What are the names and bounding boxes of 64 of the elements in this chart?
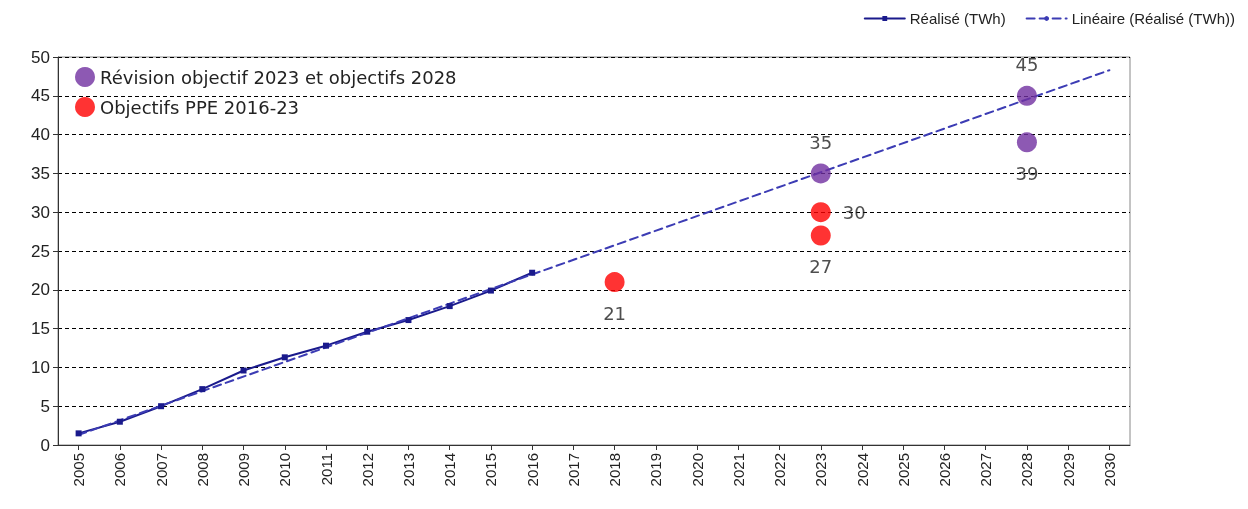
point: [281, 354, 288, 361]
x-tick-label: 2022: [771, 453, 789, 487]
x-tick-label: 2017: [564, 453, 582, 487]
point: [810, 163, 831, 184]
x-tick-label: 2008: [193, 453, 211, 487]
x-tick-label: 2007: [152, 453, 170, 487]
x-tick-label: 2011: [317, 453, 335, 486]
x-tick-label: 2010: [276, 453, 294, 487]
x-tick-label: 2026: [935, 453, 953, 487]
x-tick-label: 2019: [647, 453, 665, 487]
x-tick-label: 2024: [853, 453, 871, 487]
x-tick-label: 2021: [729, 453, 747, 487]
x-tick-label: 2025: [894, 453, 912, 487]
x-tick-label: 2015: [482, 453, 500, 487]
y-tick-label: 15: [31, 319, 50, 339]
point: [529, 269, 536, 276]
y-tick-label: 35: [31, 163, 50, 183]
point: [116, 418, 123, 425]
data-label: 45: [1015, 54, 1039, 76]
y-tick-label: 10: [31, 357, 50, 377]
data-label: 27: [809, 255, 833, 277]
point: [158, 403, 165, 410]
y-tick-label: 30: [31, 202, 50, 222]
y-tick-label: 40: [31, 125, 50, 145]
x-tick-label: 2023: [812, 453, 830, 487]
point: [405, 317, 412, 324]
point: [604, 272, 625, 293]
point: [446, 303, 453, 310]
legend-label: Objectifs PPE 2016-23: [100, 96, 300, 118]
point: [810, 202, 831, 223]
point: [1016, 132, 1037, 153]
x-tick-label: 2006: [111, 453, 129, 487]
x-tick-label: 2020: [688, 453, 706, 487]
y-tick-label: 50: [31, 47, 50, 67]
x-tick-label: 2030: [1100, 453, 1118, 487]
point: [364, 328, 371, 335]
data-label: 30: [842, 201, 866, 223]
x-tick-label: 2028: [1018, 453, 1036, 487]
y-tick-label: 25: [31, 241, 50, 261]
data-label: 35: [809, 131, 833, 153]
point: [199, 386, 206, 393]
point: [1016, 85, 1037, 106]
y-tick-label: 0: [40, 435, 50, 455]
legend-label: Linéaire (Réalisé (TWh)): [1071, 10, 1235, 27]
data-label: 21: [603, 302, 627, 324]
x-tick-label: 2009: [235, 453, 253, 487]
x-tick-label: 2014: [441, 453, 459, 487]
x-tick-label: 2013: [399, 453, 417, 487]
x-tick-label: 2029: [1059, 453, 1077, 487]
y-tick-label: 5: [40, 396, 50, 416]
x-tick-label: 2018: [606, 453, 624, 487]
y-tick-label: 45: [31, 86, 50, 106]
x-tick-label: 2005: [70, 453, 88, 487]
point: [323, 342, 329, 349]
point: [75, 430, 82, 437]
legend-label: Réalisé (TWh): [909, 10, 1006, 27]
y-tick-label: 20: [31, 280, 50, 300]
point: [240, 367, 247, 374]
x-tick-label: 2016: [523, 453, 541, 487]
x-tick-label: 2012: [358, 453, 376, 487]
point: [487, 287, 494, 294]
x-tick-label: 2027: [977, 453, 995, 487]
point: [810, 225, 831, 246]
legend-label: Révision objectif 2023 et objectifs 2028: [100, 66, 457, 88]
